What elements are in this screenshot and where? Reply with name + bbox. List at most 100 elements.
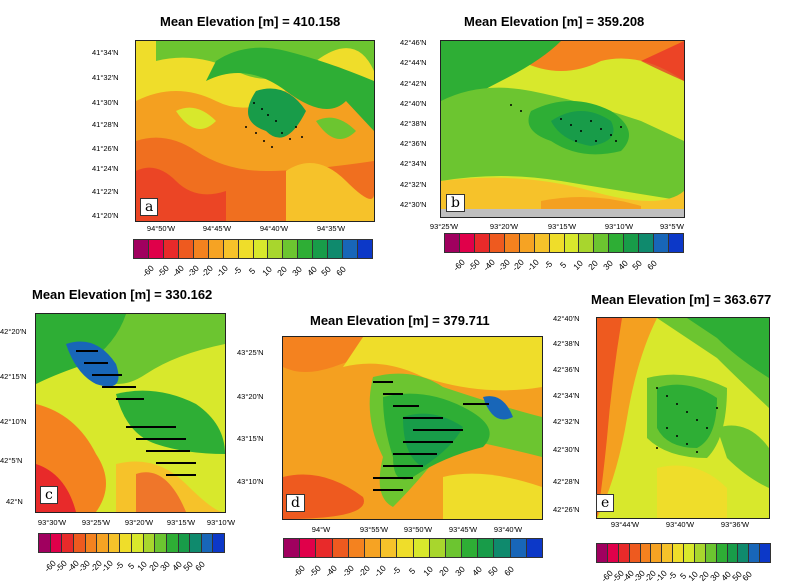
- colorbar-swatch: [364, 539, 382, 557]
- colorbar-tick-label: 40: [304, 264, 319, 278]
- panel-e-ytick: 42°38'N: [553, 339, 580, 348]
- colorbar-swatch: [238, 240, 254, 258]
- panel-e-ytick: 42°34'N: [553, 391, 580, 400]
- colorbar-tick-label: 50: [319, 264, 334, 278]
- panel-a-ytick: 41°28'N: [92, 120, 119, 129]
- colorbar-tick-label: 30: [600, 258, 615, 272]
- colorbar-swatch: [155, 534, 167, 552]
- colorbar-tick-label: 5: [125, 560, 136, 572]
- panel-b-ytick: 42°32'N: [400, 180, 427, 189]
- colorbar-a: [133, 239, 373, 259]
- panel-b-map: [440, 40, 685, 218]
- colorbar-tick-label: -50: [307, 563, 324, 579]
- panel-c-xtick: 93°20'W: [124, 518, 154, 527]
- panel-b-ytick: 42°36'N: [400, 139, 427, 148]
- colorbar-swatch: [283, 240, 299, 258]
- colorbar-tick-label: 60: [334, 264, 349, 278]
- colorbar-swatch: [284, 539, 301, 557]
- panel-b-xtick: 93°10'W: [604, 222, 634, 231]
- panel-c-ytick: 42°N: [6, 497, 23, 506]
- panel-c-map: [35, 313, 226, 513]
- colorbar-swatch: [413, 539, 430, 557]
- colorbar-tick-label: -10: [214, 263, 231, 279]
- colorbar-swatch: [639, 234, 655, 252]
- colorbar-swatch: [510, 539, 527, 557]
- colorbar-swatch: [654, 234, 670, 252]
- colorbar-d: [283, 538, 543, 558]
- colorbar-swatch: [462, 539, 479, 557]
- colorbar-swatch: [494, 539, 511, 557]
- colorbar-swatch: [629, 544, 641, 562]
- colorbar-tick-label: -20: [199, 263, 216, 279]
- panel-c-xtick: 93°15'W: [166, 518, 196, 527]
- colorbar-swatch: [716, 544, 728, 562]
- colorbar-tick-label: -60: [450, 257, 467, 273]
- colorbar-swatch: [316, 539, 333, 557]
- colorbar-tick-label: -5: [112, 559, 126, 573]
- colorbar-swatch: [178, 240, 194, 258]
- panel-b-ytick: 42°42'N: [400, 79, 427, 88]
- colorbar-swatch: [166, 534, 179, 552]
- colorbar-swatch: [62, 534, 74, 552]
- colorbar-tick-label: 20: [437, 564, 452, 578]
- colorbar-swatch: [760, 544, 770, 562]
- panel-c-title: Mean Elevation [m] = 330.162: [32, 287, 213, 302]
- colorbar-tick-label: 60: [645, 258, 660, 272]
- panel-e-ytick: 42°28'N: [553, 477, 580, 486]
- colorbar-swatch: [358, 240, 372, 258]
- panel-b-xtick: 93°5'W: [659, 222, 685, 231]
- panel-e-map: [596, 317, 770, 519]
- colorbar-tick-label: 10: [570, 258, 585, 272]
- colorbar-swatch: [143, 534, 156, 552]
- colorbar-tick-label: 40: [615, 258, 630, 272]
- panel-d-title: Mean Elevation [m] = 379.711: [310, 313, 490, 328]
- colorbar-swatch: [178, 534, 191, 552]
- panel-e-xtick: 93°40'W: [665, 520, 695, 529]
- panel-b-ytick: 42°38'N: [400, 119, 427, 128]
- colorbar-swatch: [669, 234, 683, 252]
- panel-c-ytick: 42°20'N: [0, 327, 27, 336]
- panel-b-ytick: 42°40'N: [400, 99, 427, 108]
- colorbar-b-labels: -60 -50 -40 -30 -20 -10 -5 5 10 20 30 40 50 60: [444, 257, 682, 274]
- panel-b-label: b: [446, 194, 465, 212]
- colorbar-swatch: [193, 240, 209, 258]
- colorbar-swatch: [381, 539, 398, 557]
- colorbar-tick-label: 60: [501, 564, 516, 578]
- panel-c-xtick: 93°25'W: [81, 518, 111, 527]
- colorbar-swatch: [624, 234, 640, 252]
- colorbar-swatch: [640, 544, 652, 562]
- colorbar-tick-label: -40: [323, 563, 340, 579]
- colorbar-swatch: [313, 240, 329, 258]
- colorbar-tick-label: 5: [557, 259, 569, 271]
- panel-a-xtick: 94°35'W: [316, 224, 346, 233]
- panel-c-label: c: [40, 486, 58, 504]
- colorbar-swatch: [597, 544, 608, 562]
- colorbar-tick-label: -10: [371, 563, 388, 579]
- panel-b-ytick: 42°44'N: [400, 58, 427, 67]
- colorbar-swatch: [738, 544, 750, 562]
- colorbar-swatch: [132, 534, 144, 552]
- panel-a-ytick: 41°22'N: [92, 187, 119, 196]
- panel-e-label: e: [596, 494, 615, 512]
- panel-e-ytick: 42°32'N: [553, 417, 580, 426]
- colorbar-swatch: [148, 240, 164, 258]
- colorbar-tick-label: 30: [453, 564, 468, 578]
- panel-e-ytick: 42°30'N: [553, 445, 580, 454]
- colorbar-tick-label: 20: [585, 258, 600, 272]
- panel-e-ytick: 42°36'N: [553, 365, 580, 374]
- colorbar-tick-label: 20: [274, 264, 289, 278]
- panel-c-ytick: 42°5'N: [0, 456, 23, 465]
- panel-a-ytick: 41°30'N: [92, 98, 119, 107]
- colorbar-e: [596, 543, 771, 563]
- colorbar-swatch: [73, 534, 86, 552]
- colorbar-swatch: [201, 534, 214, 552]
- colorbar-tick-label: -5: [389, 564, 403, 578]
- colorbar-tick-label: 50: [630, 258, 645, 272]
- colorbar-tick-label: -40: [169, 263, 186, 279]
- panel-e-ytick: 42°26'N: [553, 505, 580, 514]
- panel-b-ytick: 42°46'N: [400, 38, 427, 47]
- colorbar-swatch: [208, 240, 224, 258]
- panel-e-ytick: 42°40'N: [553, 314, 580, 323]
- colorbar-swatch: [300, 539, 317, 557]
- panel-a-label: a: [140, 198, 159, 216]
